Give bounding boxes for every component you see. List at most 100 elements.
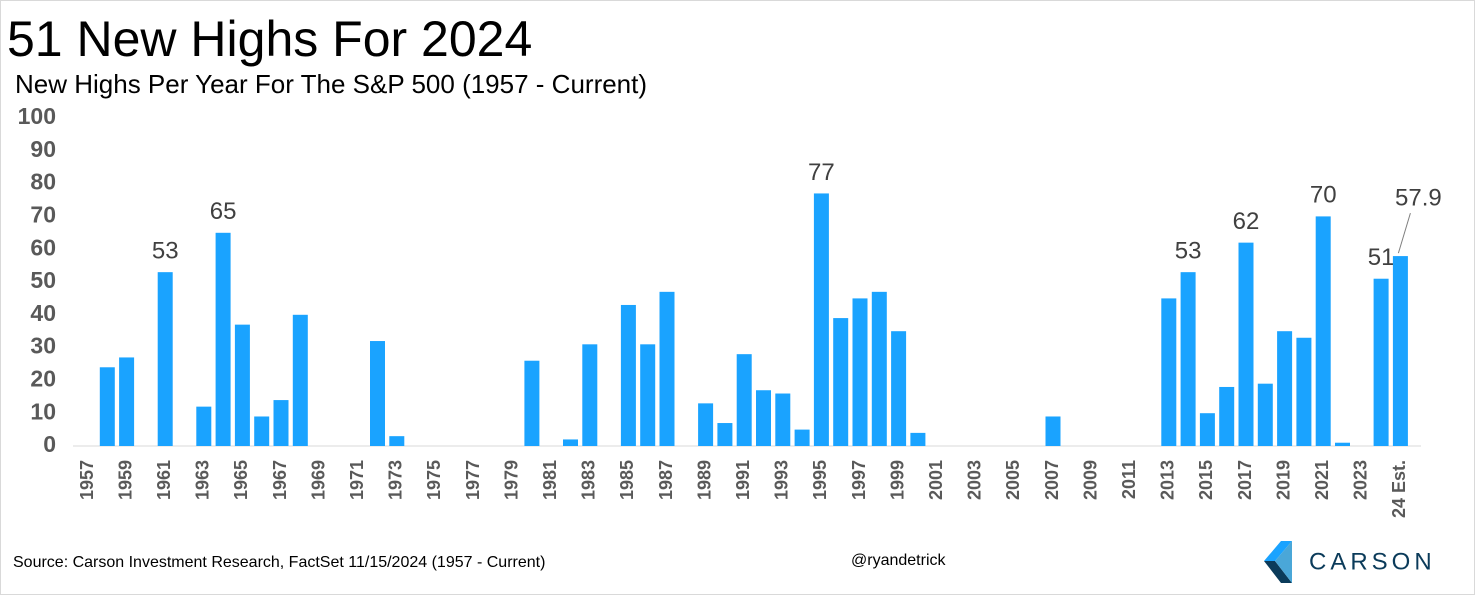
bar [215, 232, 231, 446]
y-tick-label: 60 [30, 234, 56, 260]
y-tick-label: 100 [18, 103, 56, 129]
data-label: 70 [1310, 182, 1337, 209]
x-tick-label: 1985 [617, 460, 637, 500]
x-tick-label: 2001 [926, 460, 946, 500]
bar [292, 314, 308, 446]
bar [1277, 331, 1293, 446]
data-label: 57.9 [1395, 184, 1442, 211]
x-tick-label: 2015 [1196, 460, 1216, 500]
data-label: 53 [1175, 238, 1202, 265]
bar [119, 357, 135, 446]
bar [1335, 442, 1350, 446]
x-tick-label: 2009 [1080, 460, 1100, 500]
handle: @ryandetrick [851, 552, 946, 569]
bar [1045, 416, 1061, 446]
bar [871, 291, 887, 446]
bar [389, 436, 405, 446]
x-tick-label: 1963 [193, 460, 213, 500]
logo-shape [1264, 561, 1292, 583]
data-label: 53 [152, 238, 179, 265]
x-tick-label: 1997 [849, 460, 869, 500]
bar [524, 360, 540, 446]
chart-title: 51 New Highs For 2024 [7, 11, 532, 67]
data-label: 62 [1233, 208, 1260, 235]
x-tick-label: 1995 [810, 460, 830, 500]
bar [756, 390, 771, 446]
bar [1373, 278, 1389, 446]
x-tick-label: 1977 [463, 460, 483, 500]
x-tick-label: 1987 [656, 460, 676, 500]
brand-logo [1264, 541, 1292, 583]
x-tick-label: 2021 [1312, 460, 1332, 500]
bar [157, 272, 173, 446]
y-tick-label: 50 [30, 267, 56, 293]
x-tick-label: 1993 [772, 460, 792, 500]
bar [1392, 256, 1408, 446]
bar [1257, 383, 1273, 446]
bar [273, 400, 289, 446]
x-tick-label: 1991 [733, 460, 753, 500]
y-tick-label: 10 [30, 398, 56, 424]
x-tick-label: 1973 [386, 460, 406, 500]
x-tick-label: 2023 [1351, 460, 1371, 500]
bar [234, 324, 250, 446]
bar [582, 344, 598, 446]
x-tick-label: 2019 [1273, 460, 1293, 500]
x-tick-label: 1989 [694, 460, 714, 500]
x-tick-label: 1967 [270, 460, 290, 500]
bar [833, 318, 849, 446]
y-tick-label: 70 [30, 201, 56, 227]
bar [1315, 216, 1331, 446]
bar [370, 341, 385, 446]
bar [910, 432, 926, 446]
bar [254, 416, 270, 446]
brand-name: CARSON [1309, 548, 1436, 575]
bar [852, 298, 868, 446]
x-tick-label: 2003 [965, 460, 985, 500]
bar [659, 291, 675, 446]
x-tick-label: 1961 [154, 460, 174, 500]
x-tick-label: 2005 [1003, 460, 1023, 500]
y-tick-label: 20 [30, 365, 56, 391]
bar [736, 354, 752, 446]
data-label: 65 [210, 198, 237, 225]
x-tick-label: 2013 [1158, 460, 1178, 500]
logo-shape [1264, 541, 1292, 561]
x-tick-label: 24 Est. [1389, 460, 1409, 518]
bar [1199, 413, 1215, 446]
bar [1161, 298, 1177, 446]
logo-shape [1275, 541, 1292, 583]
bar [640, 344, 656, 446]
x-tick-label: 1957 [77, 460, 97, 500]
source-note: Source: Carson Investment Research, Fact… [13, 554, 545, 571]
y-tick-label: 0 [43, 431, 56, 457]
bar [698, 403, 714, 446]
bar [775, 393, 791, 446]
y-tick-label: 90 [30, 136, 56, 162]
y-tick-label: 80 [30, 169, 56, 195]
bar [99, 367, 115, 446]
x-tick-label: 1971 [347, 460, 367, 500]
x-tick-label: 1975 [424, 460, 444, 500]
data-label: 77 [808, 159, 835, 186]
x-tick-label: 2011 [1119, 460, 1139, 499]
y-tick-label: 30 [30, 333, 56, 359]
x-tick-label: 1959 [115, 460, 135, 500]
x-tick-label: 1979 [501, 460, 521, 500]
bar [813, 193, 829, 446]
bar [1180, 272, 1196, 446]
bar [794, 429, 810, 446]
x-tick-label: 1999 [887, 460, 907, 500]
x-tick-label: 1969 [308, 460, 328, 500]
x-tick-label: 1965 [231, 460, 251, 500]
x-tick-label: 2017 [1235, 460, 1255, 500]
x-tick-label: 1983 [579, 460, 599, 500]
leader-line [1397, 212, 1411, 254]
chart-subtitle: New Highs Per Year For The S&P 500 (1957… [15, 69, 647, 99]
bar [1238, 242, 1254, 446]
bar [196, 406, 212, 446]
data-label: 51 [1368, 244, 1395, 271]
y-tick-label: 40 [30, 300, 56, 326]
